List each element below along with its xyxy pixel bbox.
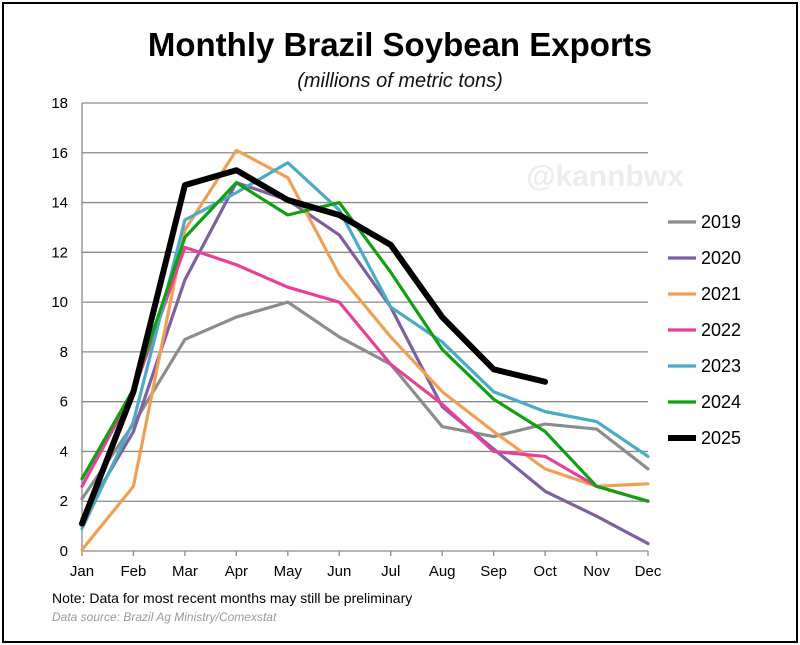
series-line-2023 <box>80 161 650 531</box>
data-source: Data source: Brazil Ag Ministry/Comexsta… <box>52 610 277 624</box>
y-tick-label: 14 <box>51 195 68 212</box>
x-tick-label: Sep <box>480 563 507 580</box>
y-tick-label: 2 <box>60 493 68 510</box>
x-tick-label: Jan <box>70 563 94 580</box>
series-line-2020 <box>80 181 650 546</box>
legend-label-2020: 2020 <box>701 248 741 268</box>
chart-subtitle: (millions of metric tons) <box>297 70 503 92</box>
legend-label-2019: 2019 <box>701 212 741 232</box>
x-tick-label: Dec <box>635 563 662 580</box>
y-tick-label: 6 <box>60 394 68 411</box>
y-tick-label: 18 <box>51 95 68 112</box>
y-tick-label: 10 <box>51 294 68 311</box>
legend-label-2023: 2023 <box>701 356 741 376</box>
legend-label-2021: 2021 <box>701 284 741 304</box>
x-tick-label: Jun <box>327 563 351 580</box>
legend-label-2022: 2022 <box>701 320 741 340</box>
legend-label-2024: 2024 <box>701 392 741 412</box>
x-tick-label: Mar <box>172 563 198 580</box>
x-tick-label: Oct <box>533 563 557 580</box>
legend-label-2025: 2025 <box>701 428 741 448</box>
x-tick-label: Jul <box>381 563 400 580</box>
x-tick-label: May <box>274 563 303 580</box>
series-line-2024 <box>80 181 650 503</box>
y-tick-label: 8 <box>60 344 68 361</box>
series-line-2022 <box>80 245 650 503</box>
series-line-2025 <box>79 167 549 527</box>
chart-title: Monthly Brazil Soybean Exports <box>147 26 653 63</box>
y-tick-label: 4 <box>60 443 68 460</box>
series-line-2019 <box>80 300 650 501</box>
y-tick-label: 0 <box>60 543 68 560</box>
x-tick-label: Aug <box>429 563 456 580</box>
y-tick-label: 16 <box>51 145 68 162</box>
chart-note: Note: Data for most recent months may st… <box>52 590 413 606</box>
x-tick-label: Apr <box>225 563 248 580</box>
watermark: @kannbwx <box>526 160 684 193</box>
x-tick-label: Nov <box>583 563 610 580</box>
y-tick-label: 12 <box>51 244 68 261</box>
x-tick-label: Feb <box>121 563 147 580</box>
